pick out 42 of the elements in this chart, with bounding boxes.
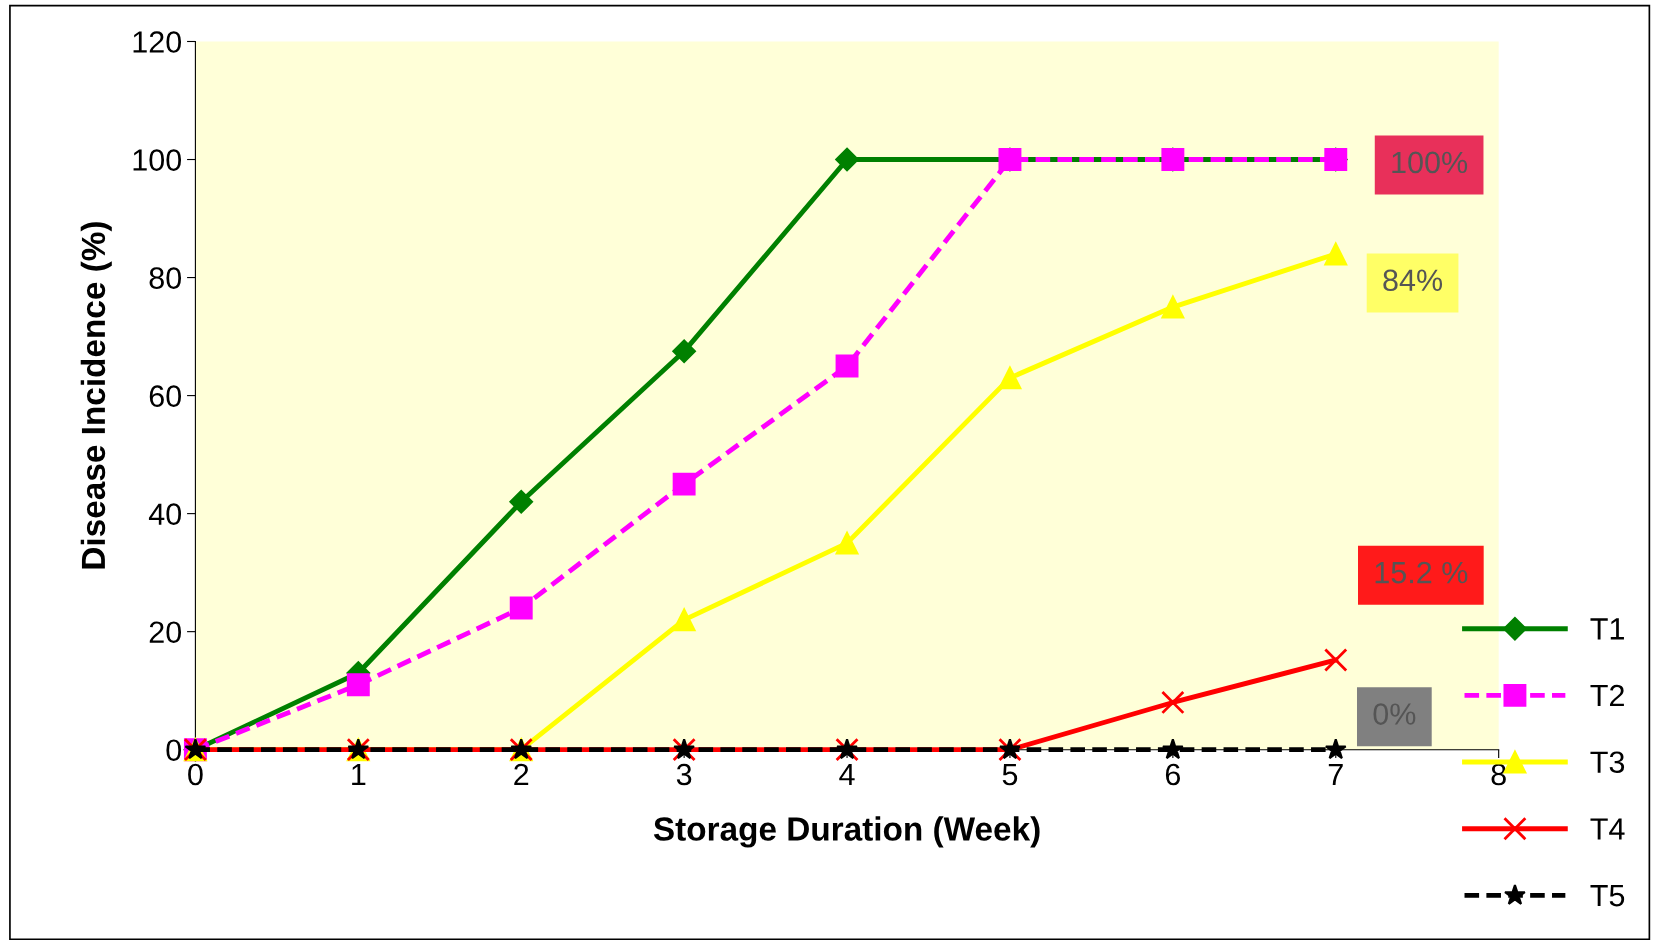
point — [1323, 648, 1348, 672]
point — [346, 673, 370, 697]
point — [835, 354, 859, 378]
x-tick-label: 8 — [1491, 763, 1506, 786]
legend-label: T4 — [1590, 818, 1625, 840]
y-tick-label: 20 — [149, 621, 182, 644]
annotation: 84% — [1383, 269, 1443, 292]
y-axis-title: Disease Incidence (%) — [80, 222, 112, 569]
point — [1161, 295, 1185, 319]
point — [1161, 738, 1184, 760]
point — [1324, 738, 1347, 760]
x-tick-label: 4 — [839, 764, 855, 786]
x-tick-label: 2 — [514, 763, 529, 786]
point — [672, 472, 696, 496]
point — [672, 608, 696, 632]
point — [1324, 242, 1348, 266]
y-tick-label: 40 — [148, 503, 182, 525]
point — [998, 366, 1022, 390]
x-tick-label: 5 — [1002, 764, 1018, 786]
legend-label: T2 — [1590, 684, 1624, 707]
point — [509, 489, 534, 514]
y-tick-label: 80 — [149, 267, 182, 289]
point — [835, 531, 859, 555]
y-tick-label: 120 — [133, 31, 182, 53]
legend-label: T5 — [1590, 885, 1625, 907]
x-tick-label: 3 — [676, 763, 692, 786]
annotation: 15.2 % — [1375, 561, 1468, 584]
point — [1161, 690, 1185, 715]
point — [835, 147, 859, 172]
point — [509, 596, 533, 620]
y-tick-label: 100 — [133, 149, 182, 171]
x-tick-label: 1 — [352, 764, 366, 786]
y-tick-label: 0 — [166, 739, 182, 762]
legend-label: T3 — [1590, 751, 1625, 774]
x-tick-label: 6 — [1165, 763, 1181, 786]
x-tick-label: 0 — [188, 763, 203, 786]
point — [672, 339, 696, 364]
x-tick-label: 7 — [1328, 764, 1343, 786]
y-tick-label: 60 — [149, 385, 182, 407]
legend-label: T1 — [1590, 618, 1624, 640]
x-axis-title: Storage Duration (Week) — [653, 816, 1040, 848]
annotation: 100% — [1392, 151, 1468, 174]
